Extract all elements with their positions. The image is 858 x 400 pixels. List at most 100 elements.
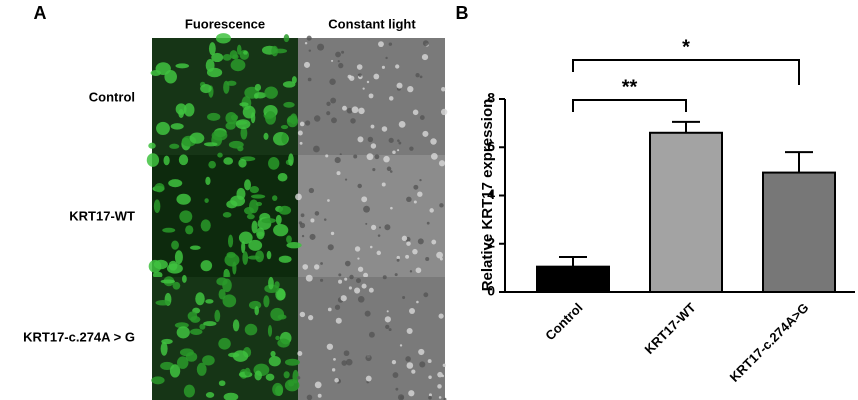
cell — [411, 369, 416, 374]
cell — [224, 253, 240, 267]
cell — [286, 242, 302, 249]
cell — [369, 245, 373, 249]
cell — [176, 356, 189, 369]
cell — [205, 392, 215, 398]
cell — [344, 260, 351, 267]
cell — [366, 80, 370, 84]
cell — [335, 317, 342, 324]
cell — [272, 382, 284, 396]
cell — [248, 239, 263, 251]
cell — [373, 73, 380, 80]
cell — [356, 64, 363, 70]
cell — [175, 63, 190, 69]
cell — [308, 314, 314, 321]
panel-label: B — [456, 3, 469, 23]
cell — [203, 321, 217, 327]
cell — [152, 271, 163, 279]
cell — [303, 61, 311, 68]
cell — [217, 152, 223, 158]
cell — [385, 56, 388, 60]
cell — [254, 83, 262, 92]
cell — [282, 81, 296, 88]
cell — [222, 53, 232, 61]
cell — [418, 348, 425, 356]
cell — [377, 234, 381, 237]
cell — [189, 132, 205, 144]
cell — [179, 210, 193, 223]
cell — [431, 239, 437, 245]
cell — [357, 295, 365, 303]
cell — [203, 142, 218, 147]
cell — [388, 96, 394, 101]
cell — [423, 292, 429, 298]
cell — [386, 310, 389, 313]
cell — [363, 205, 370, 213]
cell — [272, 195, 278, 201]
cell — [412, 248, 418, 255]
cell — [417, 191, 423, 197]
cell — [230, 195, 246, 207]
cell — [348, 286, 352, 290]
cell — [419, 361, 426, 368]
cell — [267, 325, 273, 337]
cell — [354, 246, 361, 252]
cell — [419, 178, 422, 182]
cell — [247, 255, 260, 260]
cell — [243, 50, 248, 55]
cell — [291, 76, 297, 84]
cell — [347, 74, 352, 79]
cell — [283, 101, 295, 108]
cell — [153, 199, 161, 213]
bar — [762, 171, 836, 293]
cell — [238, 231, 253, 245]
cell — [155, 62, 171, 75]
cell — [238, 158, 247, 168]
x-tick-label: Control — [542, 300, 585, 343]
cell — [334, 304, 341, 310]
cell — [169, 143, 180, 149]
cell — [413, 200, 417, 204]
cell — [155, 300, 171, 306]
cell — [297, 350, 303, 356]
cell — [199, 323, 206, 330]
cell — [278, 205, 292, 215]
cell — [222, 212, 232, 218]
cell — [402, 296, 406, 300]
cell — [366, 153, 374, 161]
cell — [175, 103, 187, 115]
cell — [422, 130, 429, 137]
cell — [429, 208, 434, 213]
cell — [384, 316, 391, 323]
cell — [390, 206, 393, 210]
cell — [430, 138, 437, 145]
cell — [160, 341, 168, 356]
cell — [265, 373, 275, 381]
cell — [392, 372, 399, 378]
cell — [327, 244, 334, 251]
panel-label: A — [34, 3, 47, 23]
cell — [370, 224, 377, 230]
cell — [386, 166, 392, 172]
cell — [395, 64, 400, 69]
cell — [314, 381, 322, 389]
cell — [228, 234, 234, 248]
cell — [200, 219, 211, 232]
cell — [214, 309, 221, 322]
cell — [357, 183, 362, 189]
cell — [399, 344, 403, 347]
cell — [396, 258, 400, 262]
cell — [442, 363, 446, 367]
cell — [384, 224, 391, 231]
cell — [202, 355, 215, 366]
cell — [438, 160, 446, 167]
x-tick-label: KRT17-WT — [641, 300, 698, 357]
cell — [361, 283, 367, 289]
cell — [349, 274, 354, 280]
cell — [249, 186, 259, 194]
cell — [439, 257, 443, 261]
cell — [274, 281, 280, 289]
cell — [230, 114, 239, 121]
cell — [381, 65, 385, 69]
cell — [362, 87, 365, 90]
